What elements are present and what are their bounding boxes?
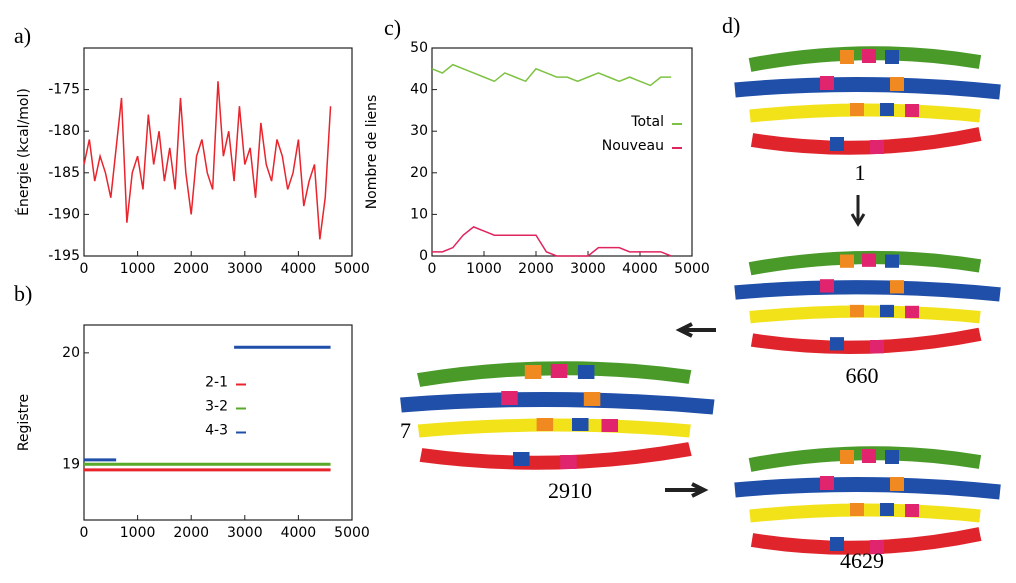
structure-frames: [401, 49, 1000, 554]
panel-label: b): [14, 281, 32, 306]
y-axis-label: Registre: [16, 394, 32, 451]
panel-label: c): [384, 15, 401, 40]
frame-label: 4629: [840, 548, 884, 573]
frame-label: 660: [846, 363, 879, 388]
series-line: [431, 63, 672, 87]
series-line: [83, 81, 332, 240]
legend-label: 4-3: [205, 423, 228, 439]
x-tick-label: 2000: [518, 261, 554, 277]
ribbon: [735, 254, 1000, 354]
y-tick-label: 0: [419, 248, 428, 264]
x-tick-label: 5000: [674, 261, 710, 277]
y-tick-label: -175: [48, 82, 80, 98]
x-tick-label: 5000: [334, 525, 370, 541]
x-tick-label: 0: [80, 525, 89, 541]
frame-note: 7: [400, 418, 411, 443]
y-tick-label: 10: [410, 206, 428, 222]
y-tick-label: 50: [410, 40, 428, 56]
y-tick-label: -185: [48, 165, 80, 181]
x-tick-label: 3000: [227, 525, 263, 541]
legend-label: 3-2: [205, 399, 228, 415]
x-tick-label: 1000: [120, 525, 156, 541]
x-tick-label: 4000: [281, 261, 317, 277]
y-tick-label: 30: [410, 123, 428, 139]
x-tick-label: 5000: [334, 261, 370, 277]
x-tick-label: 3000: [227, 261, 263, 277]
plot-frame: [83, 324, 353, 521]
panel-label: a): [14, 23, 31, 48]
y-axis-label: Énergie (kcal/mol): [15, 88, 32, 216]
frame-label: 2910: [548, 478, 592, 503]
legend-label: Total: [630, 114, 664, 130]
series-line: [84, 345, 331, 462]
y-tick-label: 40: [410, 82, 428, 98]
x-tick-label: 2000: [173, 525, 209, 541]
x-tick-label: 4000: [622, 261, 658, 277]
ribbon: [735, 449, 1000, 554]
ribbon: [735, 49, 1000, 154]
y-tick-label: 19: [62, 456, 80, 472]
legend-label: Nouveau: [602, 138, 664, 154]
x-tick-label: 0: [428, 261, 437, 277]
frame-label: 1: [855, 160, 866, 185]
arrow: [675, 322, 716, 338]
y-tick-label: -180: [48, 123, 80, 139]
y-tick-label: 20: [410, 165, 428, 181]
y-tick-label: -190: [48, 206, 80, 222]
x-tick-label: 4000: [281, 525, 317, 541]
arrow: [850, 195, 866, 227]
legend-label: 2-1: [205, 375, 228, 391]
series-line: [432, 226, 672, 257]
x-tick-label: 1000: [120, 261, 156, 277]
x-tick-label: 3000: [570, 261, 606, 277]
x-tick-label: 0: [80, 261, 89, 277]
panel-label: d): [722, 13, 740, 38]
y-tick-label: -195: [48, 248, 80, 264]
plot-frame: [83, 47, 353, 257]
x-tick-label: 1000: [466, 261, 502, 277]
y-tick-label: 20: [62, 345, 80, 361]
y-axis-label: Nombre de liens: [364, 95, 380, 210]
x-tick-label: 2000: [173, 261, 209, 277]
ribbon: [401, 364, 714, 469]
arrow: [665, 482, 709, 498]
